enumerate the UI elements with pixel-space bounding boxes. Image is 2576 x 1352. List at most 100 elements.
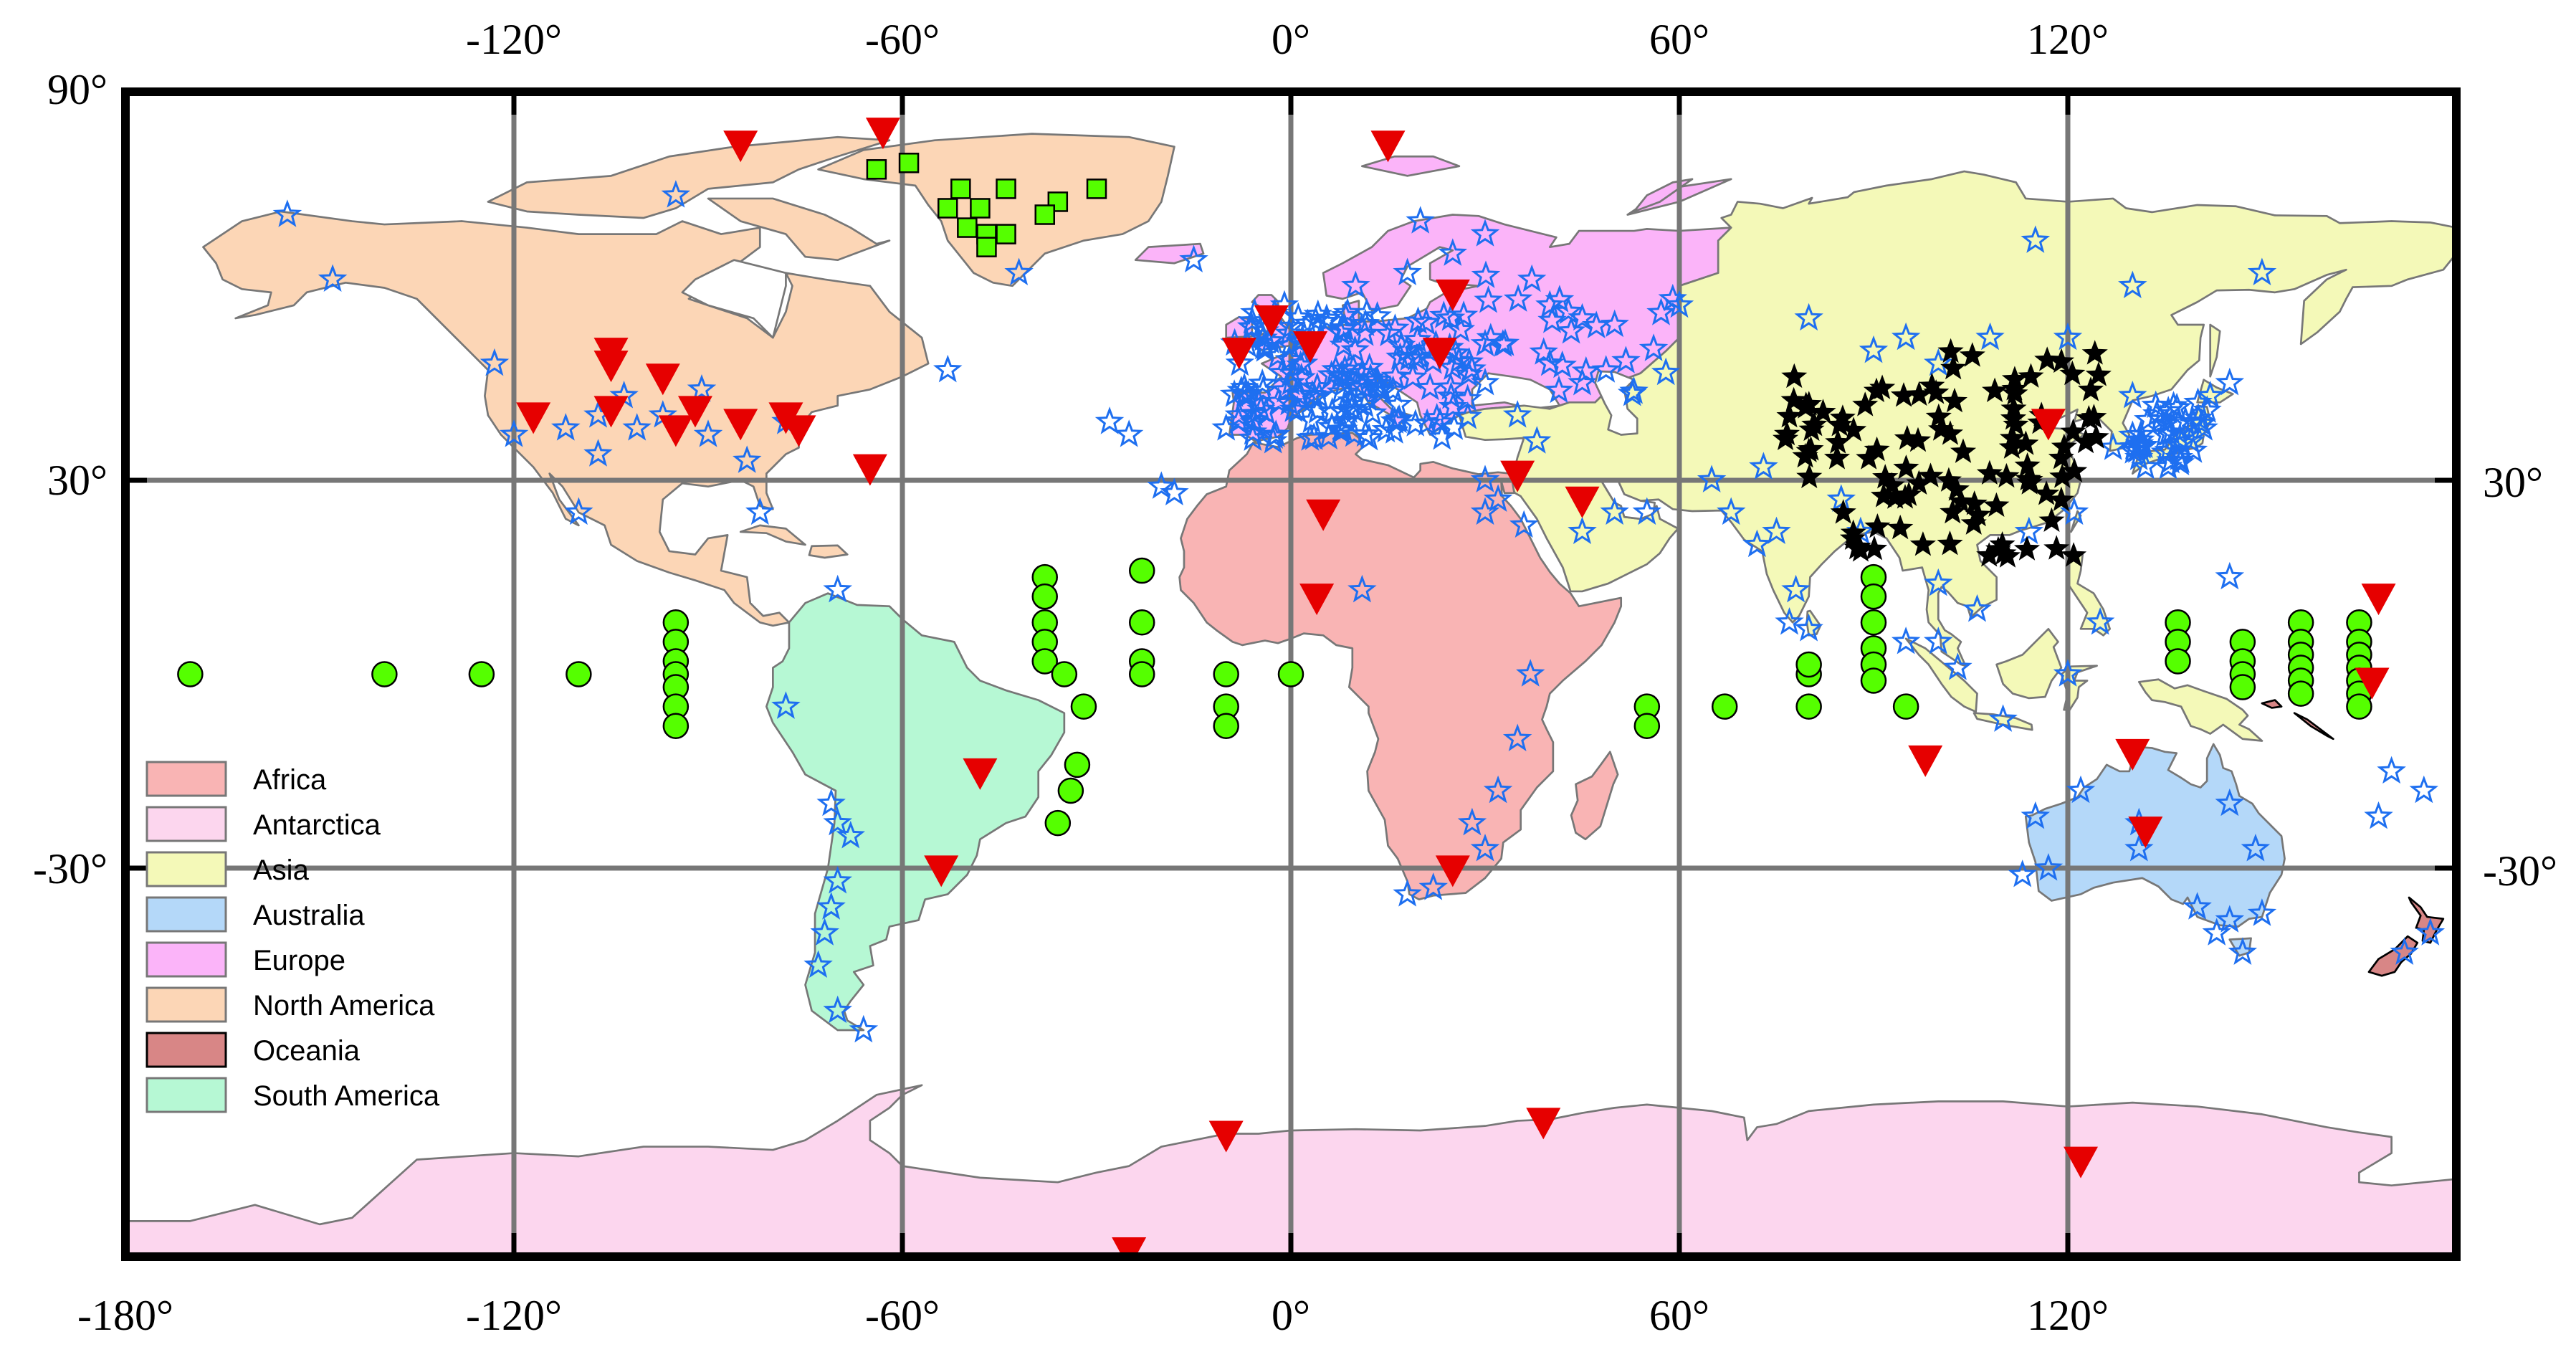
blue-star-marker <box>1279 394 1309 422</box>
blue-star-marker <box>1239 399 1269 427</box>
blue-star-marker <box>1365 374 1395 403</box>
black-star-marker <box>2051 433 2077 459</box>
black-star-marker <box>1940 354 1967 380</box>
blue-star-marker <box>2021 225 2051 253</box>
blue-star-marker <box>1535 290 1565 318</box>
blue-star-marker <box>2247 257 2277 285</box>
blue-star-marker <box>1436 303 1466 331</box>
red-triangle-marker <box>2064 1146 2099 1179</box>
blue-star-marker <box>1457 807 1487 836</box>
red-triangle-marker <box>593 396 629 428</box>
blue-star-marker <box>1094 406 1125 434</box>
blue-star-marker <box>1312 303 1342 331</box>
black-star-marker <box>1861 535 1888 561</box>
green-circle-marker <box>1633 713 1661 739</box>
blue-star-marker <box>1658 283 1687 312</box>
blue-star-marker <box>2085 607 2115 635</box>
blue-star-marker <box>2202 918 2231 946</box>
legend-label: Europe <box>253 945 345 976</box>
blue-star-marker <box>2241 834 2271 862</box>
green-circle-marker <box>1064 751 1091 779</box>
legend-swatch <box>146 986 227 1023</box>
green-circle-marker <box>1044 809 1072 837</box>
blue-star-marker <box>2409 775 2438 804</box>
blue-star-marker <box>2126 425 2155 453</box>
red-triangle-marker <box>2031 409 2066 441</box>
blue-star-marker <box>2021 801 2051 829</box>
legend-item-africa: Africa <box>146 761 327 797</box>
blue-star-marker <box>2127 430 2156 459</box>
blue-star-marker <box>2066 775 2096 804</box>
blue-star-marker <box>823 574 853 603</box>
right-tick-label: 30° <box>2483 459 2543 506</box>
black-star-marker <box>1983 492 2010 517</box>
blue-star-marker <box>1394 343 1424 371</box>
black-star-marker <box>2018 363 2044 388</box>
black-star-marker <box>1780 386 1807 412</box>
blue-star-marker <box>2165 424 2195 452</box>
blue-star-marker <box>1600 309 1629 338</box>
blue-star-marker <box>1332 405 1361 434</box>
markers-green-circles <box>177 557 2372 837</box>
blue-star-marker <box>803 950 833 978</box>
blue-star-marker <box>1374 318 1403 346</box>
blue-star-marker <box>318 264 348 292</box>
blue-star-marker <box>1114 419 1144 447</box>
red-triangle-marker <box>2115 738 2150 771</box>
black-star-marker <box>1894 425 1920 450</box>
blue-star-marker <box>2118 270 2147 299</box>
blue-star-marker <box>2150 437 2180 465</box>
markers-blue-stars <box>272 180 2446 1043</box>
left-tick-label: -30° <box>33 845 108 892</box>
blue-star-marker <box>2215 788 2245 817</box>
blue-star-marker <box>1943 652 1972 680</box>
green-circle-marker <box>1213 713 1239 739</box>
green-circle-marker <box>1860 609 1887 636</box>
black-star-marker <box>1935 467 1962 492</box>
blue-star-marker <box>1545 285 1575 313</box>
green-circle-marker <box>1277 661 1304 687</box>
top-tick-label: 60° <box>1649 16 1709 63</box>
blue-star-marker <box>1274 344 1304 373</box>
red-triangle-marker <box>1526 1108 1561 1140</box>
blue-star-marker <box>1483 484 1513 512</box>
green-circle-marker <box>662 713 690 739</box>
blue-star-marker <box>1470 834 1500 862</box>
blue-star-marker <box>1329 330 1358 358</box>
blue-star-marker <box>1488 329 1518 357</box>
markers-green-squares <box>866 153 1107 257</box>
black-star-marker <box>1882 484 1909 509</box>
blue-star-marker <box>1321 354 1350 383</box>
bottom-tick-label: -180° <box>77 1292 173 1339</box>
black-star-marker <box>1823 444 1851 470</box>
black-star-marker <box>1879 472 1905 497</box>
black-star-marker <box>2085 361 2112 386</box>
blue-star-marker <box>1358 398 1388 426</box>
red-triangle-marker <box>1112 1237 1147 1257</box>
green-square-marker <box>996 178 1016 199</box>
green-circle-marker <box>1031 648 1058 675</box>
blue-star-marker <box>1664 290 1694 318</box>
left-tick-label: 90° <box>47 66 108 113</box>
green-circle-marker <box>2346 693 2372 720</box>
blue-star-marker <box>2008 860 2037 887</box>
blue-star-marker <box>1274 318 1304 346</box>
blue-star-marker <box>1924 627 1953 654</box>
black-star-marker <box>1863 377 1889 403</box>
black-star-marker <box>2000 395 2027 420</box>
blue-star-marker <box>1471 260 1501 288</box>
legend-label: North America <box>253 990 435 1022</box>
blue-star-marker <box>1470 497 1500 525</box>
black-star-marker <box>1919 372 1945 398</box>
blue-star-marker <box>1568 516 1597 545</box>
black-star-marker <box>1904 427 1932 452</box>
left-tick-label: 30° <box>47 457 108 504</box>
legend-label: Africa <box>253 764 327 796</box>
black-star-marker <box>1976 460 2003 485</box>
frame-ticks <box>125 92 2456 1257</box>
blue-star-marker <box>1239 407 1269 436</box>
black-star-marker <box>1959 342 1985 367</box>
blue-star-marker <box>810 918 839 946</box>
red-triangle-marker <box>781 415 816 447</box>
red-triangle-marker <box>1435 855 1470 887</box>
